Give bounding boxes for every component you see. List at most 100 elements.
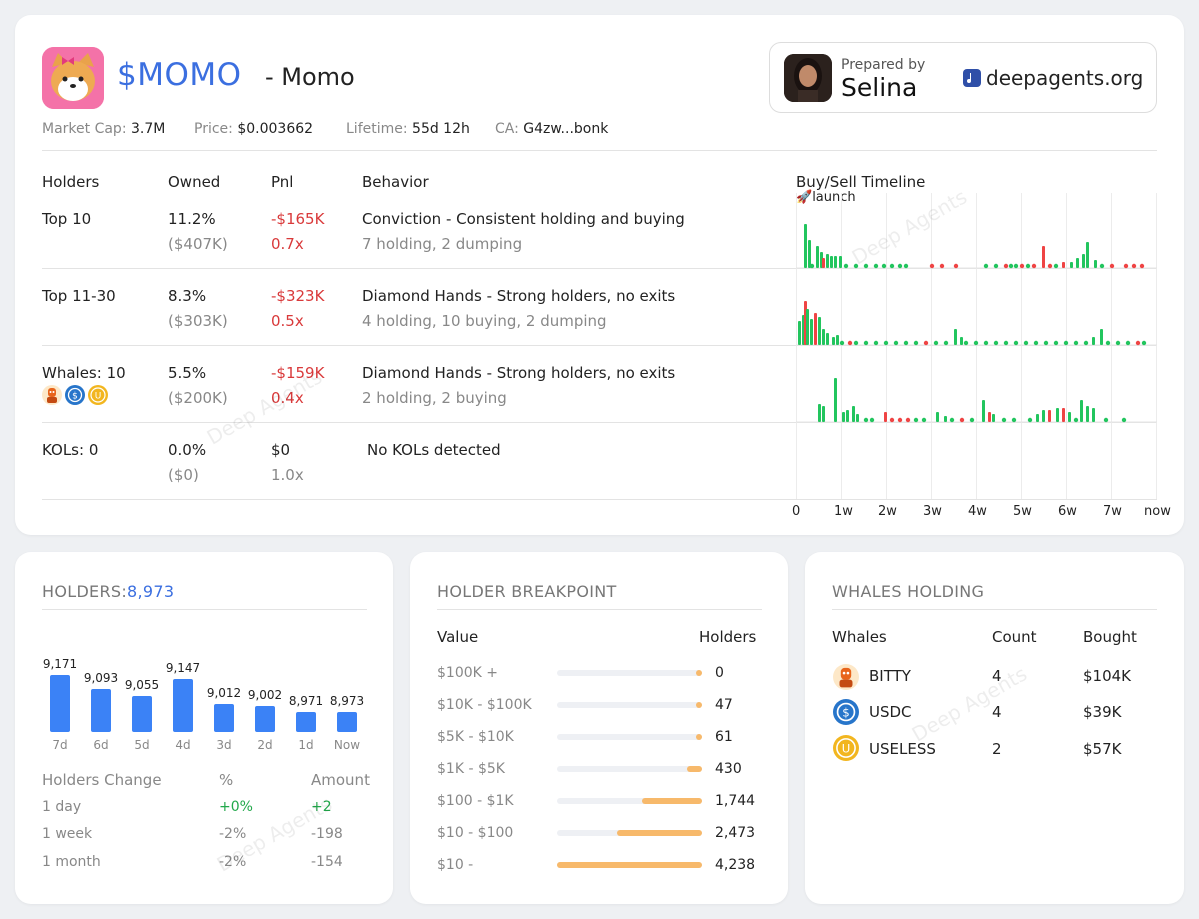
sell-dot: [905, 417, 911, 423]
sell-mark: [884, 412, 887, 422]
buy-dot: [903, 263, 909, 269]
timeline-tick: 2w: [878, 504, 897, 519]
buy-mark: [826, 254, 829, 268]
buy-dot: [1083, 340, 1089, 346]
launch-marker: 🚀launch: [796, 190, 856, 205]
whale-bought: $57K: [1083, 740, 1122, 758]
buy-dot: [1008, 263, 1014, 269]
holders-bar: [337, 711, 357, 732]
buy-dot: [1073, 417, 1079, 423]
breakpoint-track: [557, 766, 702, 772]
buy-dot: [1103, 417, 1109, 423]
preparer-name: Selina: [841, 73, 918, 102]
breakpoint-bar: [696, 734, 702, 740]
whale-name: BITTY: [869, 667, 911, 685]
sell-dot: [1019, 263, 1025, 269]
buy-dot: [853, 263, 859, 269]
buy-mark: [1076, 258, 1079, 268]
buy-dot: [973, 340, 979, 346]
whale-name: USELESS: [869, 740, 936, 758]
row-behavior-detail: 2 holding, 2 buying: [362, 389, 507, 407]
buy-sell-timeline-chart: [796, 224, 1157, 423]
breakpoint-range: $1K - $5K: [437, 761, 505, 777]
row-behavior: Diamond Hands - Strong holders, no exits: [362, 287, 676, 305]
token-summary-card: $MOMO - Momo Market Cap: 3.7M Price: $0.…: [15, 15, 1184, 535]
sell-dot: [1123, 263, 1129, 269]
row-pnl: -$159K: [271, 364, 325, 382]
useless-icon: U: [833, 735, 859, 761]
breakpoint-title: HOLDER BREAKPOINT: [437, 582, 617, 601]
buy-mark: [839, 256, 842, 268]
breakpoint-range: $10K - $100K: [437, 697, 532, 713]
row-pnl-x: 1.0x: [271, 466, 304, 484]
holders-bar-value: 9,002: [247, 688, 283, 703]
buy-mark: [1100, 329, 1103, 345]
usdc-icon: $: [833, 699, 859, 725]
buy-mark: [1092, 408, 1095, 422]
holders-bar-value: 8,971: [288, 694, 324, 709]
sell-dot: [959, 417, 965, 423]
buy-dot: [1043, 340, 1049, 346]
holders-bar-value: 8,973: [329, 693, 365, 708]
holders-bar-value: 9,055: [124, 678, 160, 693]
change-pct: -2%: [219, 854, 247, 870]
breakpoint-holders: 1,744: [715, 793, 756, 809]
buy-dot: [1099, 263, 1105, 269]
holders-bar: [296, 712, 316, 732]
rocket-icon: 🚀: [796, 190, 813, 205]
breakpoint-holders: 2,473: [715, 825, 756, 841]
buy-dot: [993, 340, 999, 346]
brand-link[interactable]: deepagents.org: [986, 66, 1144, 90]
row-pnl-x: 0.7x: [271, 235, 304, 253]
breakpoint-bar: [696, 702, 702, 708]
row-owned-usd: ($0): [168, 466, 199, 484]
sell-dot: [1047, 263, 1053, 269]
holders-bar-value: 9,171: [42, 656, 78, 671]
col-behavior-header: Behavior: [362, 173, 429, 191]
bitty-icon: [42, 385, 62, 405]
row-behavior-detail: 4 holding, 10 buying, 2 dumping: [362, 312, 607, 330]
sell-dot: [1131, 263, 1137, 269]
breakpoint-track: [557, 702, 702, 708]
buy-dot: [963, 340, 969, 346]
buy-dot: [983, 263, 989, 269]
row-holders: Whales: 10: [42, 364, 126, 382]
buy-mark: [992, 414, 995, 422]
buy-dot: [921, 417, 927, 423]
breakpoint-track: [557, 798, 702, 804]
buy-dot: [943, 340, 949, 346]
row-holders: Top 11-30: [42, 287, 116, 305]
buy-mark: [944, 416, 947, 422]
buy-dot: [993, 263, 999, 269]
sell-mark: [1042, 246, 1045, 268]
whale-bought: $104K: [1083, 667, 1132, 685]
sell-mark: [988, 412, 991, 422]
contract-address[interactable]: CA: G4zw...bonk: [495, 121, 609, 137]
buy-dot: [1105, 340, 1111, 346]
buy-dot: [843, 263, 849, 269]
row-owned: 11.2%: [168, 210, 216, 228]
buy-dot: [839, 340, 845, 346]
holders-bar-label: 1d: [298, 738, 314, 752]
timeline-tick: now: [1144, 504, 1171, 519]
prepared-by-box: Prepared by Selina deepagents.org: [769, 42, 1157, 113]
momo-logo-icon: [42, 47, 104, 109]
row-behavior: Diamond Hands - Strong holders, no exits: [362, 364, 676, 382]
buy-dot: [869, 417, 875, 423]
token-ticker: $MOMO: [117, 57, 242, 93]
buy-dot: [1003, 340, 1009, 346]
buy-dot: [1073, 340, 1079, 346]
buy-dot: [1053, 340, 1059, 346]
timeline-tick: 0: [792, 504, 801, 519]
buy-mark: [822, 329, 825, 345]
holders-total: 8,973: [127, 582, 175, 601]
buy-mark: [982, 400, 985, 422]
breakpoint-range: $100 - $1K: [437, 793, 514, 809]
change-header-label: Holders Change: [42, 771, 162, 789]
buy-dot: [893, 340, 899, 346]
buy-dot: [1013, 263, 1019, 269]
holders-bar: [132, 696, 152, 732]
timeline-tick: 1w: [834, 504, 853, 519]
svg-text:U: U: [95, 392, 102, 402]
sell-mark: [1048, 410, 1051, 422]
